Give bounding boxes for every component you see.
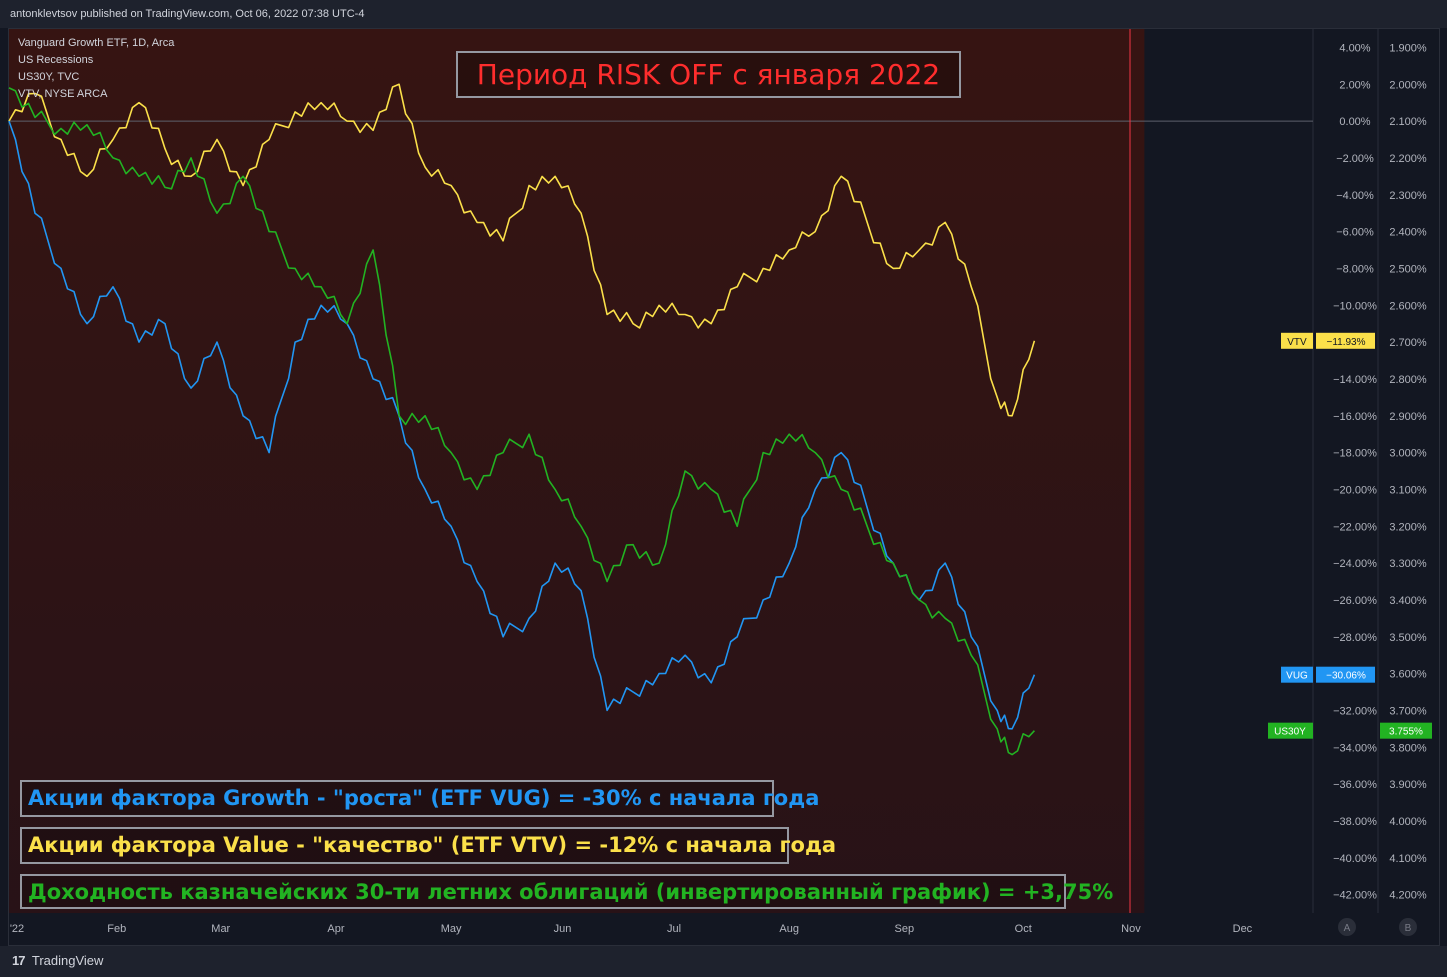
pct-axis-tick-label: −8.00% [1336,263,1374,275]
pct-axis-tick-label: −42.00% [1333,890,1377,902]
scale-button-label: B [1405,923,1412,934]
x-axis-tick-label: Aug [779,923,799,935]
pct-axis-tick-label: −36.00% [1333,779,1377,791]
yield-axis-tick-label: 3.000% [1389,448,1427,460]
tradingview-logo[interactable]: 17 TradingView [12,952,103,970]
yield-axis-tick-label: 3.800% [1389,742,1427,754]
series-value-label: −30.06% [1326,671,1366,682]
series-value-label: −11.93% [1326,337,1365,348]
pct-axis-tick-label: −2.00% [1336,153,1374,165]
series-tag-name: VUG [1286,671,1308,682]
legend-line-us30y[interactable]: US30Y, TVC [18,71,80,83]
yield-axis-tick-label: 4.100% [1389,853,1427,865]
yield-axis-tick-label: 2.100% [1389,116,1427,128]
yield-axis-tick-label: 1.900% [1389,42,1427,54]
pct-axis-tick-label: −16.00% [1333,411,1377,423]
pct-axis-tick-label: 2.00% [1339,79,1370,91]
pct-axis-tick-label: 0.00% [1339,116,1370,128]
annotation-us30y[interactable]: Доходность казначейских 30-ти летних обл… [20,874,1113,909]
pct-axis-tick-label: −20.00% [1333,484,1377,496]
pct-axis-tick-label: −24.00% [1333,558,1377,570]
yield-axis-tick-label: 2.900% [1389,411,1427,423]
yield-axis-tick-label: 4.000% [1389,816,1427,828]
pct-axis-tick-label: −18.00% [1333,448,1377,460]
x-axis-tick-label: Nov [1121,923,1141,935]
pct-axis-tick-label: −6.00% [1336,227,1374,239]
series-tag-name: VTV [1287,337,1307,348]
scale-button-a[interactable] [1338,918,1356,936]
series-tag-vtv [1281,332,1313,349]
x-axis-tick-label: Feb [107,923,126,935]
yield-axis-tick-label: 3.600% [1389,669,1427,681]
x-axis-tick-label: Mar [211,923,230,935]
pct-axis-tick-label: 4.00% [1339,42,1370,54]
scale-button-b[interactable] [1399,918,1417,936]
series-line-vug[interactable] [8,120,1036,730]
yield-axis-tick-label: 2.500% [1389,263,1427,275]
series-value-label: 3.755% [1389,727,1423,738]
pct-axis-tick-label: −40.00% [1333,853,1377,865]
pct-axis-tick-label: −34.00% [1333,742,1377,754]
series-value-tag-vug [1316,666,1375,683]
x-axis-tick-label: Oct [1015,923,1032,935]
series-tag-us30y [1268,722,1313,739]
yield-axis-tick-label: 3.500% [1389,632,1427,644]
x-axis-tick-label: Jun [554,923,572,935]
annotation-vug[interactable]: Акции фактора Growth - "роста" (ETF VUG)… [20,780,819,817]
legend-line-recessions[interactable]: US Recessions [18,54,94,66]
x-axis-tick-label: May [441,923,462,935]
tradingview-logo-icon: 17 [12,953,26,968]
legend-line-vug[interactable]: Vanguard Growth ETF, 1D, Arca [18,37,175,49]
legend-line-vtv[interactable]: VTV, NYSE ARCA [18,88,108,100]
pct-axis-tick-label: −32.00% [1333,705,1377,717]
pct-axis-tick-label: −28.00% [1333,632,1377,644]
published-header: antonklevtsov published on TradingView.c… [0,0,1447,28]
yield-axis-tick-label: 2.200% [1389,153,1427,165]
yield-axis-tick-label: 3.200% [1389,521,1427,533]
scale-button-label: A [1344,923,1351,934]
yield-axis-tick-label: 2.800% [1389,374,1427,386]
series-value-tag-vtv [1316,332,1375,349]
yield-axis-tick-label: 3.400% [1389,595,1427,607]
pct-axis-tick-label: −4.00% [1336,190,1374,202]
pct-axis-tick-label: −22.00% [1333,521,1377,533]
annotation-vtv[interactable]: Акции фактора Value - "качество" (ETF VT… [20,827,836,864]
x-axis-tick-label: Sep [895,923,915,935]
series-tag-vug [1281,666,1313,683]
yield-axis-tick-label: 2.700% [1389,337,1427,349]
yield-axis-tick-label: 2.300% [1389,190,1427,202]
x-axis-tick-label: '22 [10,923,24,935]
yield-axis-tick-label: 3.300% [1389,558,1427,570]
yield-axis-tick-label: 3.700% [1389,705,1427,717]
yield-axis-tick-label: 3.900% [1389,779,1427,791]
yield-axis-tick-label: 2.400% [1389,227,1427,239]
chart-frame [8,28,1440,946]
yield-axis-tick-label: 3.100% [1389,484,1427,496]
pct-axis-tick-label: −38.00% [1333,816,1377,828]
pct-axis-tick-label: −26.00% [1333,595,1377,607]
x-axis-tick-label: Dec [1233,923,1253,935]
x-axis-tick-label: Apr [327,923,344,935]
series-tag-name: US30Y [1274,727,1306,738]
annotation-title[interactable]: Период RISK OFF с января 2022 [456,51,961,98]
tradingview-brand: TradingView [31,953,104,968]
yield-axis-tick-label: 4.200% [1389,890,1427,902]
yield-axis-tick-label: 2.600% [1389,300,1427,312]
pct-axis-tick-label: −14.00% [1333,374,1377,386]
chart-legend: Vanguard Growth ETF, 1D, Arca US Recessi… [18,35,174,103]
x-axis-tick-label: Jul [667,923,681,935]
footer: 17 TradingView [0,946,1447,977]
pct-axis-tick-label: −10.00% [1333,300,1377,312]
series-value-tag-us30y [1380,722,1432,739]
yield-axis-tick-label: 2.000% [1389,79,1427,91]
series-line-us30y[interactable] [8,87,1035,756]
